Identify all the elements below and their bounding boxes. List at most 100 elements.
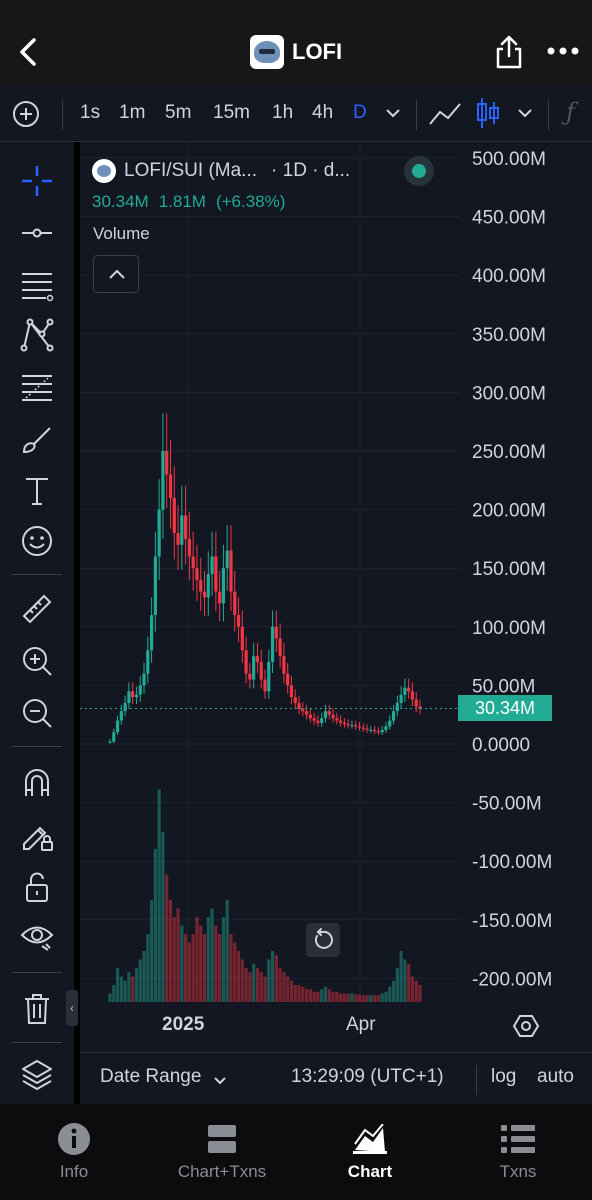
- y-axis-label: 100.00M: [472, 618, 546, 639]
- volume-bar: [354, 994, 358, 1002]
- tab-label: Info: [59, 1162, 89, 1181]
- volume-bar: [335, 991, 339, 1002]
- text-icon[interactable]: [18, 472, 56, 510]
- brush-icon[interactable]: [18, 420, 56, 458]
- chart-pane[interactable]: 500.00M 450.00M 400.00M 350.00M 300.00M 250.0…: [80, 142, 592, 1052]
- volume-bar: [112, 985, 116, 1002]
- volume-bar: [236, 951, 241, 1002]
- date-range-button[interactable]: Date Range: [100, 1066, 202, 1087]
- timeframe-1h[interactable]: 1h: [272, 102, 294, 123]
- volume-bar: [361, 995, 365, 1002]
- candle-body: [410, 691, 415, 700]
- more-icon[interactable]: [546, 36, 580, 66]
- timeframe-1m[interactable]: 1m: [119, 102, 146, 123]
- candle-body: [301, 708, 305, 712]
- legend-symbol[interactable]: LOFI/SUI (Ma...: [124, 160, 258, 181]
- tab-info[interactable]: Info: [0, 1122, 148, 1182]
- volume-bar: [263, 976, 267, 1002]
- share-icon[interactable]: [494, 34, 524, 70]
- lock-drawing-icon[interactable]: [18, 816, 56, 854]
- candle-body: [312, 718, 316, 721]
- chevron-down-icon[interactable]: [212, 1071, 228, 1093]
- candle-body: [240, 626, 244, 651]
- chevron-down-icon[interactable]: [516, 106, 534, 125]
- volume-bar: [195, 917, 199, 1002]
- zoom-out-icon[interactable]: [18, 694, 56, 732]
- timeframe-1s[interactable]: 1s: [80, 102, 101, 123]
- volume-legend[interactable]: Volume: [93, 224, 150, 243]
- candle-body: [108, 741, 112, 743]
- volume-bar: [168, 900, 173, 1002]
- crosshair-icon[interactable]: [18, 162, 56, 200]
- chart-icon: [296, 1122, 444, 1156]
- candle-body: [320, 718, 324, 723]
- log-scale-toggle[interactable]: log: [491, 1066, 517, 1087]
- candles-icon[interactable]: [476, 96, 500, 135]
- candle-body: [165, 451, 169, 475]
- volume-bar: [138, 959, 142, 1002]
- volume-bar: [312, 991, 316, 1002]
- chevron-down-icon[interactable]: [384, 106, 402, 125]
- volume-bar: [131, 976, 135, 1002]
- tab-chart[interactable]: Chart: [296, 1122, 444, 1182]
- candle-body: [267, 661, 271, 692]
- clock-time[interactable]: 13:29:09 (UTC+1): [291, 1066, 444, 1087]
- candle-body: [168, 474, 173, 498]
- pattern-icon[interactable]: [18, 316, 56, 354]
- trash-icon[interactable]: [18, 990, 56, 1028]
- timeframe-d[interactable]: D: [353, 102, 367, 123]
- volume-bar: [346, 993, 350, 1002]
- timeframe-15m[interactable]: 15m: [213, 102, 250, 123]
- unlock-icon[interactable]: [18, 868, 56, 906]
- volume-bar: [270, 951, 275, 1002]
- volume-bar: [153, 849, 157, 1002]
- volume-bar: [172, 917, 176, 1002]
- timeframe-4h[interactable]: 4h: [312, 102, 334, 123]
- candle-body: [244, 650, 248, 674]
- auto-scale-toggle[interactable]: auto: [537, 1066, 574, 1087]
- chart-settings-icon[interactable]: [512, 1012, 540, 1040]
- collapse-legend-button[interactable]: [93, 255, 139, 293]
- volume-bar: [418, 985, 422, 1002]
- candle-body: [304, 711, 309, 715]
- candle-body: [418, 706, 422, 709]
- candle-body: [357, 726, 362, 728]
- price-chart: 500.00M 450.00M 400.00M 350.00M 300.00M 250.0…: [80, 142, 552, 1002]
- volume-bar: [206, 917, 210, 1002]
- tab-chart-txns[interactable]: Chart+Txns: [148, 1122, 296, 1182]
- candle-body: [180, 515, 184, 545]
- candle-body: [403, 687, 407, 695]
- layers-icon[interactable]: [18, 1056, 56, 1094]
- legend-price: 30.34M: [92, 192, 149, 211]
- volume-bar: [395, 968, 399, 1002]
- volume-bar: [214, 925, 218, 1002]
- add-circle-icon[interactable]: [12, 100, 40, 128]
- emoji-icon[interactable]: [18, 522, 56, 560]
- y-axis-label: 400.00M: [472, 266, 546, 287]
- volume-bar: [365, 995, 369, 1002]
- line-chart-icon[interactable]: [428, 100, 462, 133]
- parallel-lines-icon[interactable]: [18, 266, 56, 304]
- ruler-icon[interactable]: [18, 590, 56, 628]
- market-status-icon[interactable]: [404, 156, 434, 186]
- fib-icon[interactable]: [18, 368, 56, 406]
- candle-body: [225, 550, 229, 569]
- candle-body: [380, 729, 384, 733]
- y-axis-label: 500.00M: [472, 149, 546, 170]
- zoom-in-icon[interactable]: [18, 642, 56, 680]
- indicators-fx-icon[interactable]: ƒ: [566, 98, 575, 126]
- horizontal-line-icon[interactable]: [18, 214, 56, 252]
- back-chevron-icon[interactable]: [14, 34, 44, 70]
- volume-bar: [161, 832, 165, 1002]
- timeframe-5m[interactable]: 5m: [165, 102, 192, 123]
- magnet-icon[interactable]: [18, 764, 56, 802]
- candle-body: [259, 661, 263, 680]
- tab-txns[interactable]: Txns: [444, 1122, 592, 1182]
- reset-chart-icon[interactable]: [306, 923, 340, 957]
- volume-bar: [282, 972, 286, 1002]
- eye-icon[interactable]: [18, 918, 56, 956]
- candle-body: [131, 691, 135, 698]
- collapse-toolbar-button[interactable]: ‹: [66, 990, 78, 1026]
- candle-body: [354, 725, 358, 727]
- volume-bar: [240, 959, 244, 1002]
